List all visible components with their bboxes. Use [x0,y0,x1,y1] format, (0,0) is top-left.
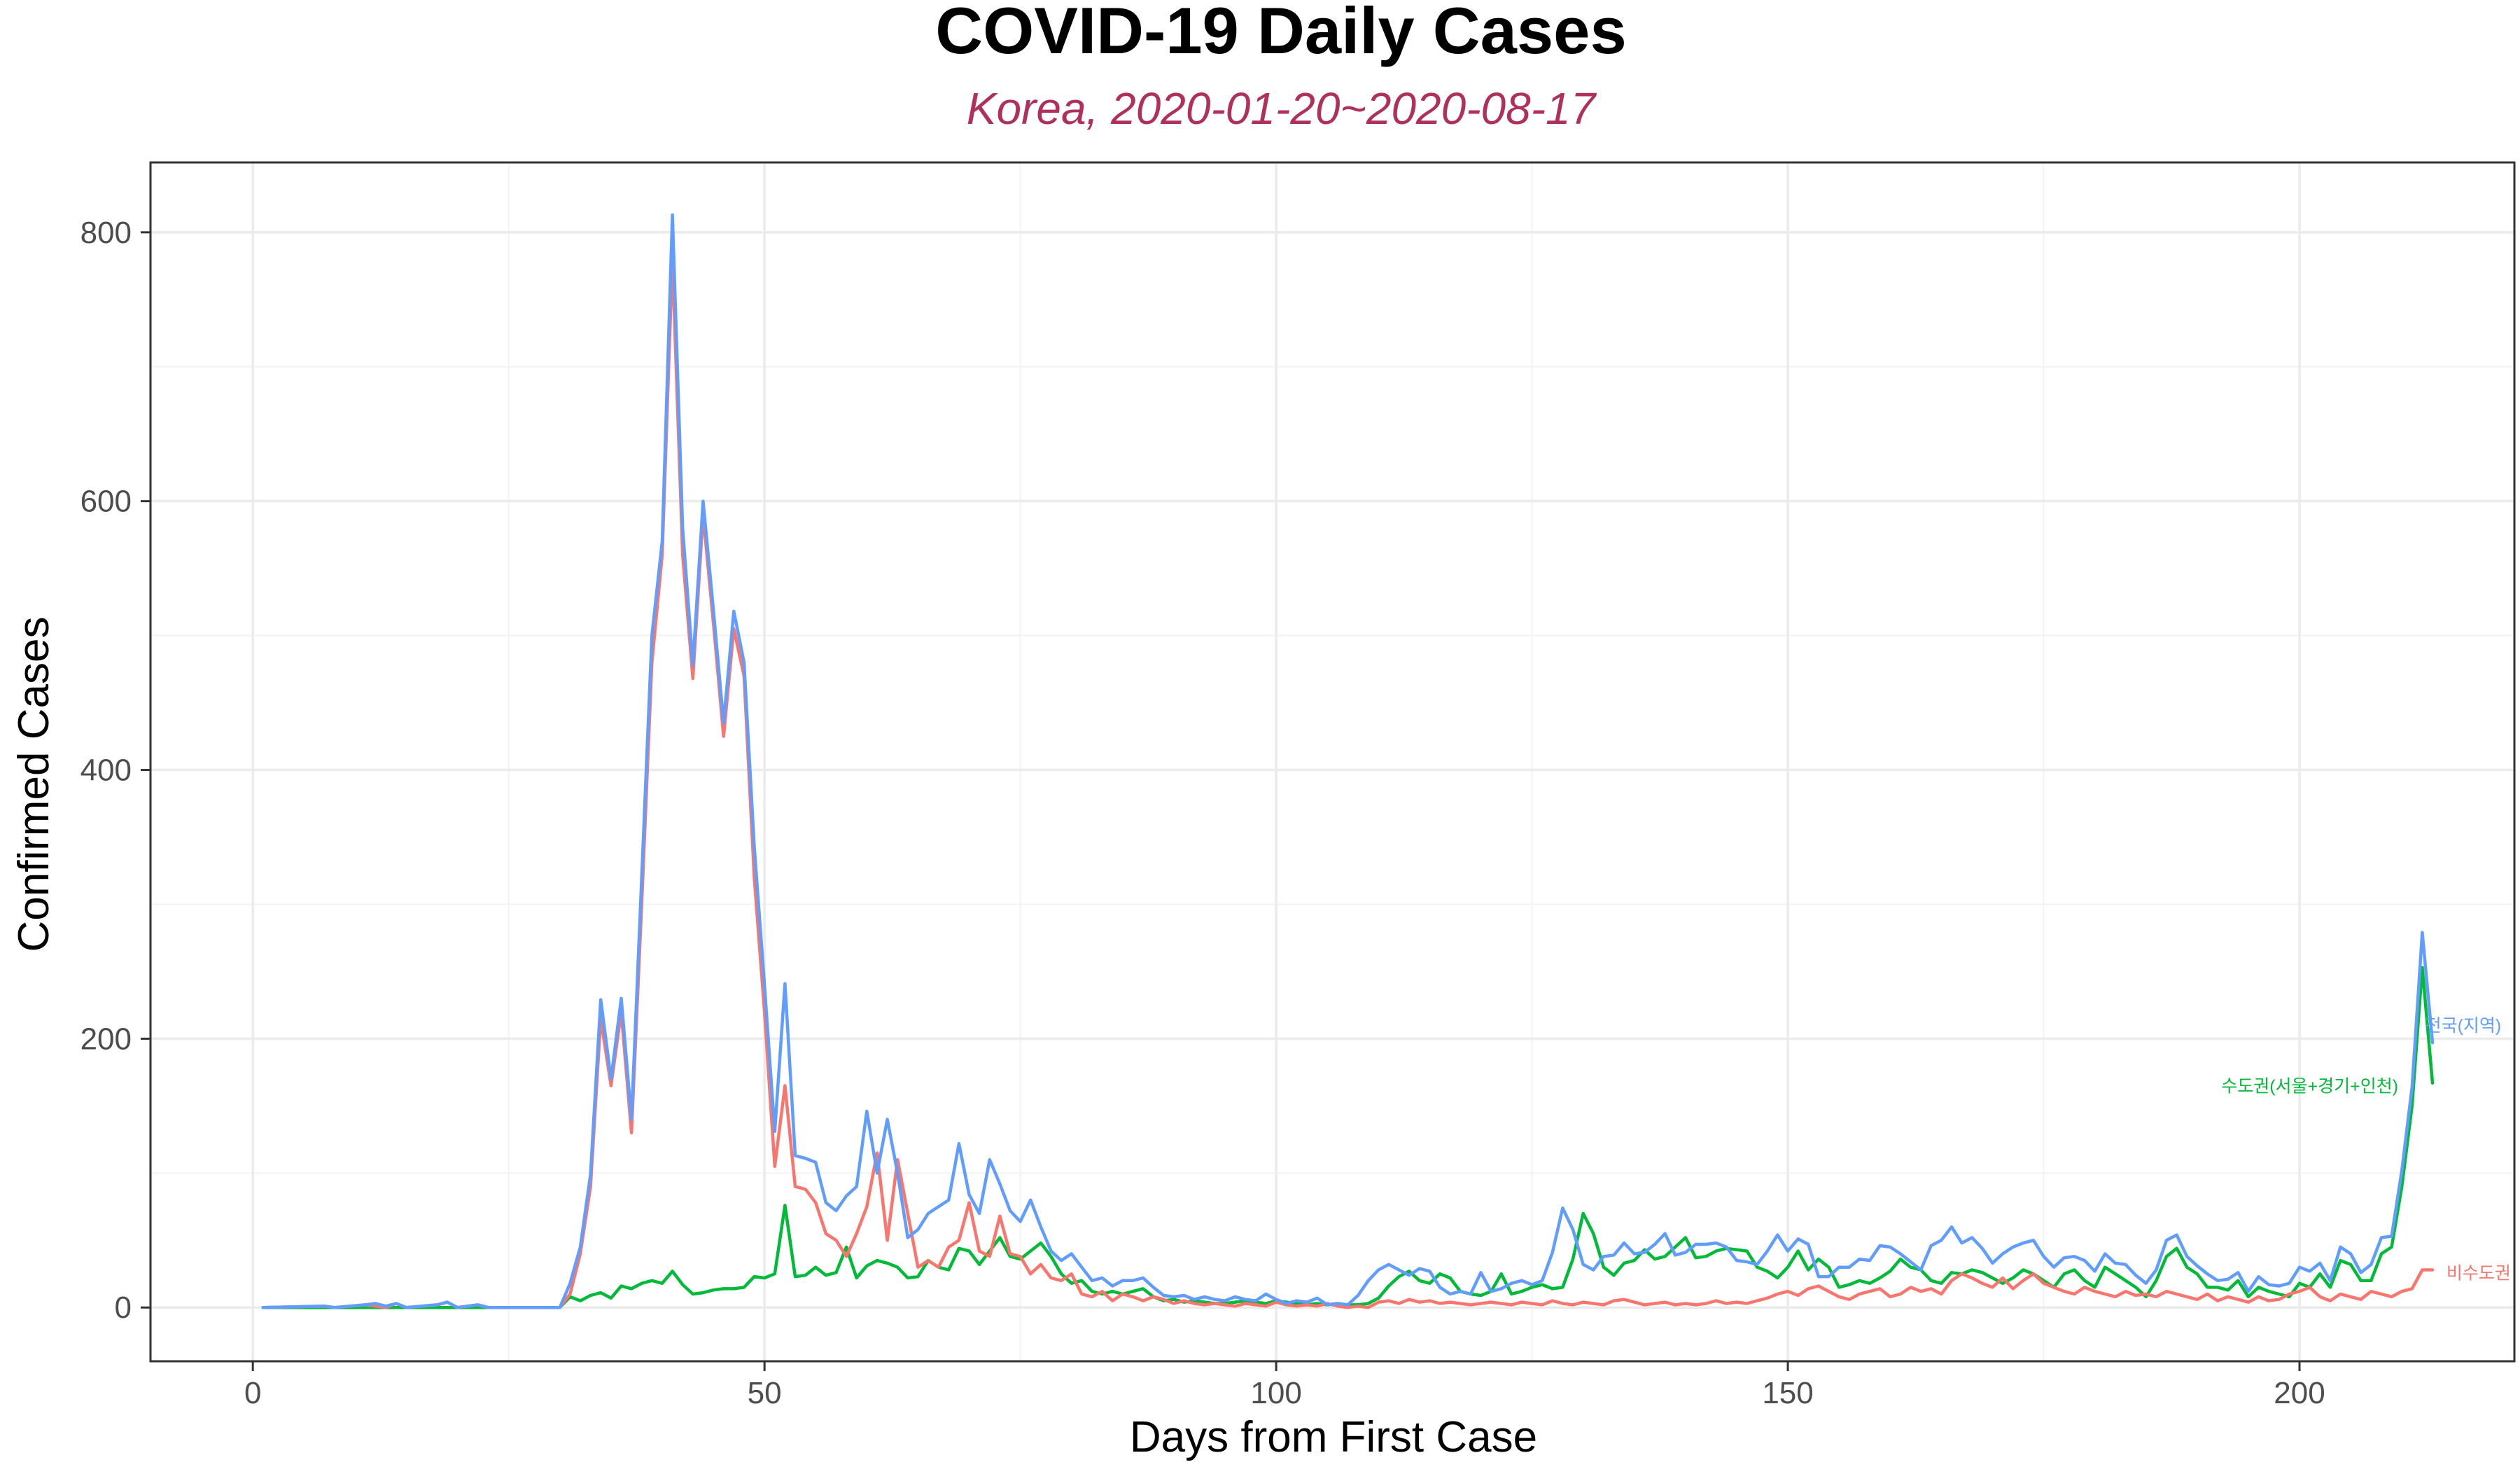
chart-title: COVID-19 Daily Cases [935,0,1626,67]
series-end-label-2: 비수도권 [2446,1263,2511,1283]
series-line-2 [261,213,2435,1309]
x-tick-label: 100 [1250,1376,1301,1410]
y-tick-label: 200 [80,1022,132,1056]
x-tick-label: 50 [748,1376,782,1410]
chart-subtitle: Korea, 2020-01-20~2020-08-17 [967,83,1597,134]
y-tick-label: 600 [80,485,132,519]
grid-lines [150,162,2514,1361]
y-tick-label: 400 [80,753,132,788]
y-tick-label: 800 [80,216,132,250]
series-lines [261,213,2435,1309]
x-axis-title: Days from First Case [1130,1413,1537,1461]
series-end-labels: 전국(지역) 수도권(서울+경기+인천) 비수도권 [2221,1016,2511,1283]
x-tick-label: 150 [1762,1376,1813,1410]
x-tick-label: 0 [244,1376,261,1410]
x-tick-label: 200 [2274,1376,2325,1410]
y-tick-label: 0 [115,1291,132,1325]
plot-panel-border [149,161,2516,1363]
y-axis-title: Confirmed Cases [10,617,58,952]
series-line-1 [261,257,2435,1309]
series-end-label-0: 전국(지역) [2426,1016,2502,1036]
axis-ticks: 0 50 100 150 200 0 200 400 600 800 [80,216,2325,1410]
series-end-label-1: 수도권(서울+경기+인천) [2221,1077,2398,1097]
